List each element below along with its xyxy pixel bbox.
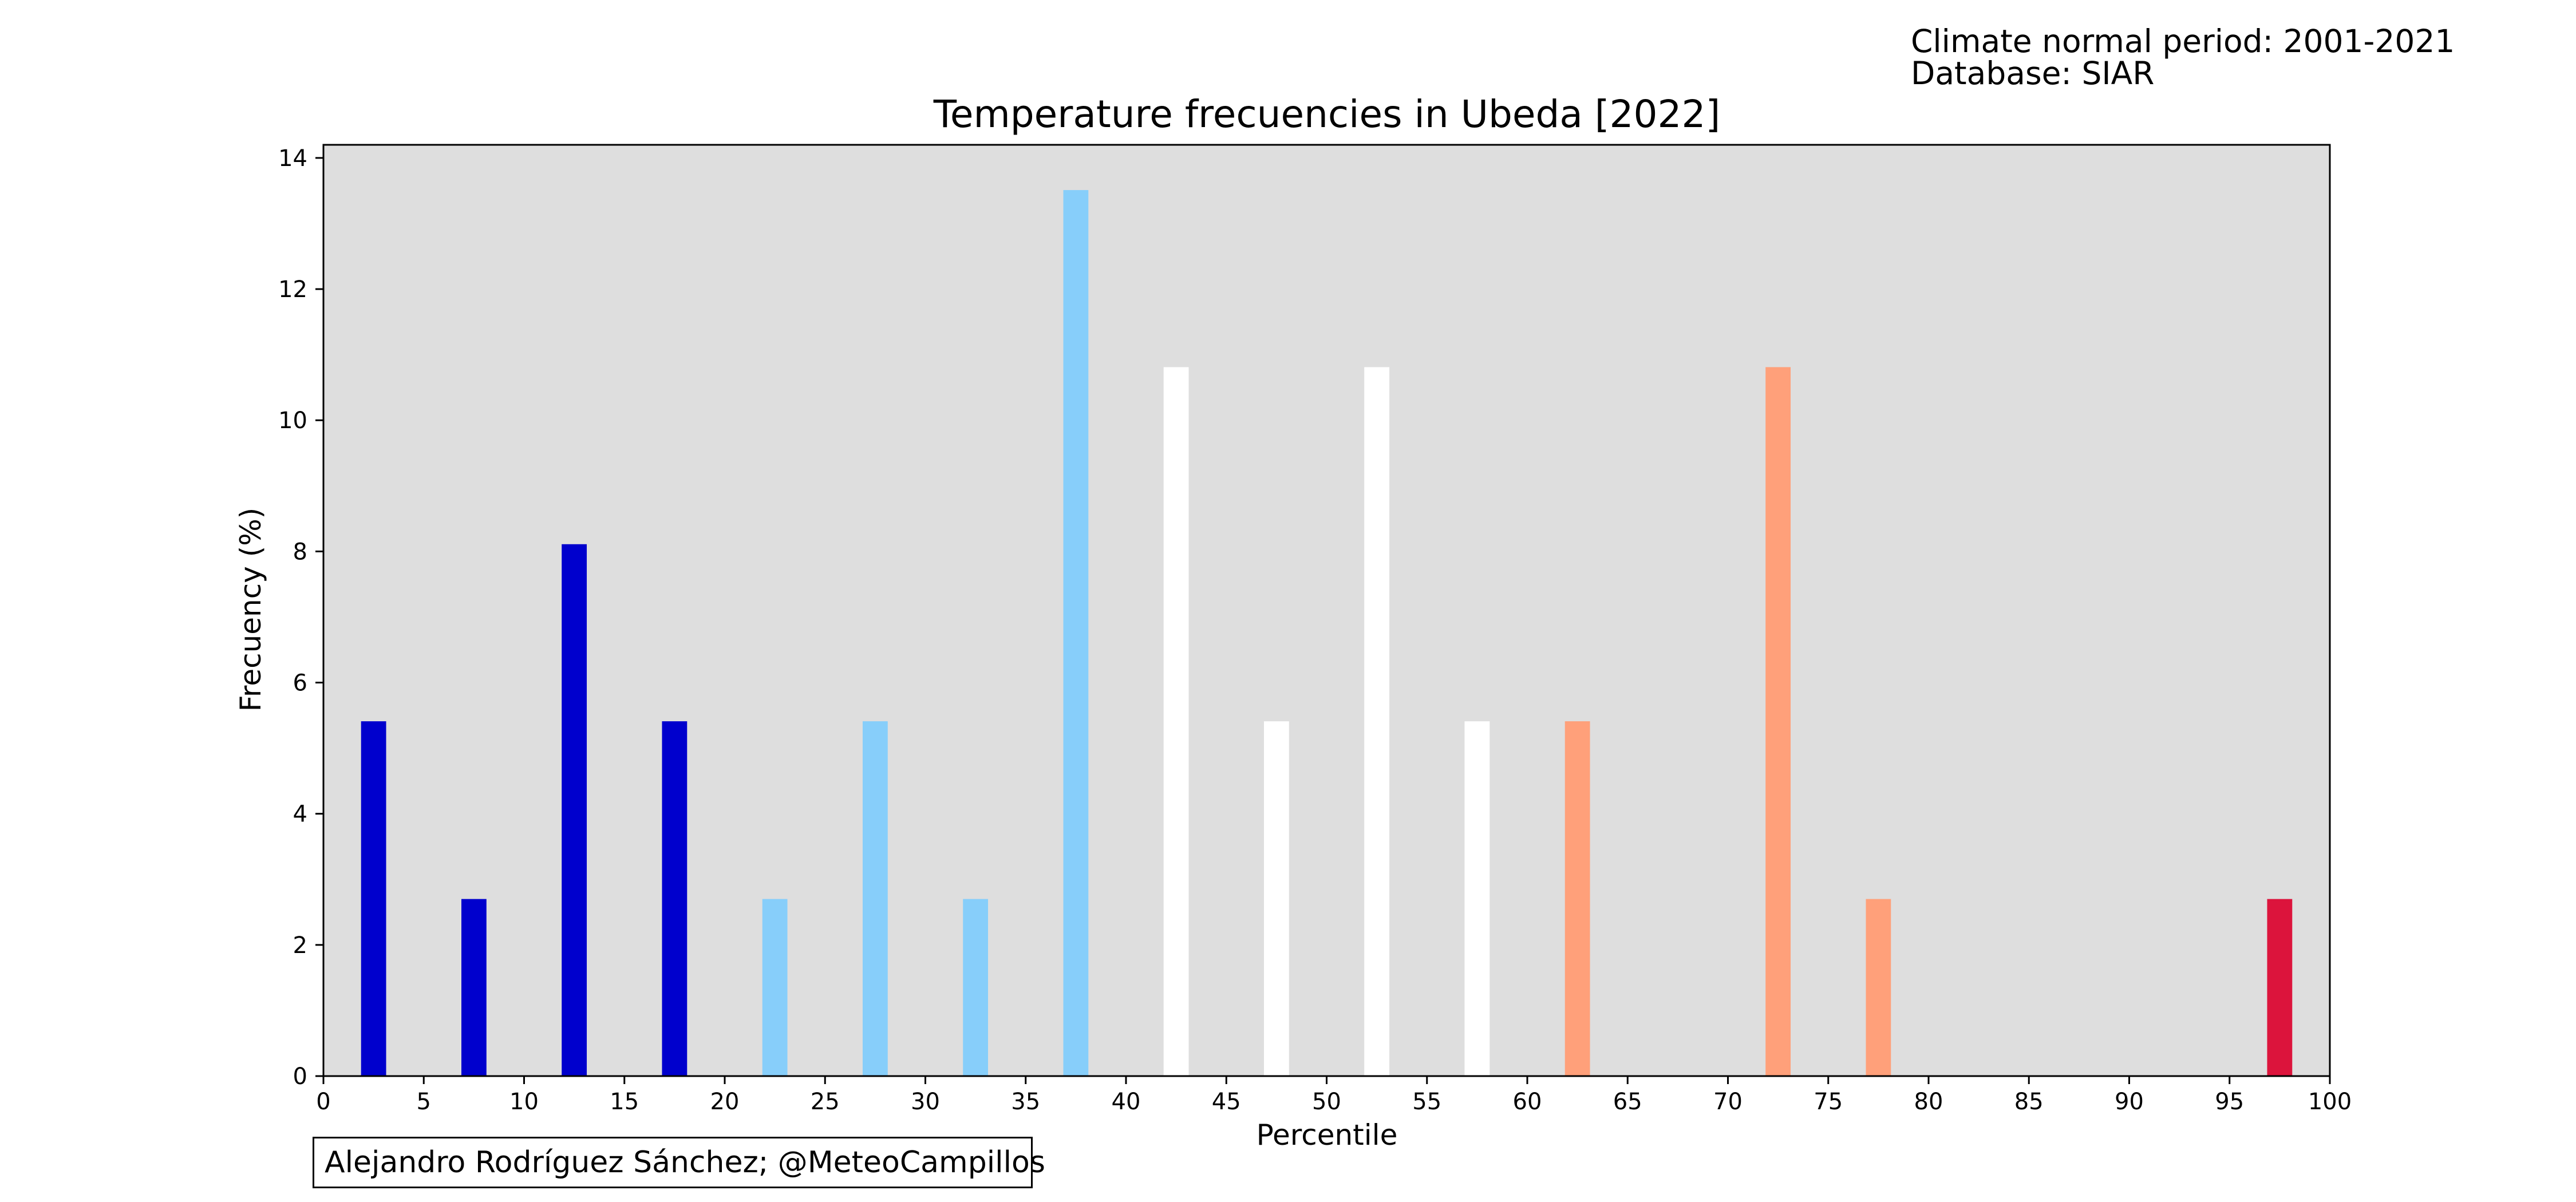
bar-p42.5 bbox=[1163, 367, 1189, 1076]
plot-area bbox=[323, 145, 2330, 1076]
bar-p22.5 bbox=[762, 899, 788, 1076]
x-tick-label: 15 bbox=[610, 1089, 639, 1115]
x-tick-label: 95 bbox=[2215, 1089, 2244, 1115]
y-tick-label: 14 bbox=[278, 145, 307, 172]
database-text: Database: SIAR bbox=[1911, 55, 2155, 92]
bar-p7.5 bbox=[461, 899, 487, 1076]
bar-p17.5 bbox=[662, 721, 688, 1076]
bar-p57.5 bbox=[1464, 721, 1490, 1076]
x-tick-label: 20 bbox=[710, 1089, 740, 1115]
x-tick-label: 75 bbox=[1814, 1089, 1843, 1115]
y-tick-label: 4 bbox=[293, 801, 307, 828]
x-tick-label: 80 bbox=[1914, 1089, 1943, 1115]
x-tick-label: 85 bbox=[2014, 1089, 2044, 1115]
chart-title: Temperature frecuencies in Ubeda [2022] bbox=[933, 92, 1720, 136]
x-tick-label: 5 bbox=[417, 1089, 431, 1115]
author-credit: Alejandro Rodríguez Sánchez; @MeteoCampi… bbox=[313, 1137, 1045, 1188]
y-tick-label: 6 bbox=[293, 670, 307, 697]
bar-p47.5 bbox=[1263, 721, 1289, 1076]
x-tick-label: 30 bbox=[911, 1089, 940, 1115]
x-tick-label: 60 bbox=[1513, 1089, 1542, 1115]
y-tick-label: 12 bbox=[278, 276, 307, 303]
x-tick-label: 10 bbox=[509, 1089, 539, 1115]
x-tick-label: 50 bbox=[1312, 1089, 1341, 1115]
bar-p12.5 bbox=[562, 544, 587, 1076]
y-tick-label: 10 bbox=[278, 408, 307, 434]
bar-p2.5 bbox=[361, 721, 386, 1076]
bar-p77.5 bbox=[1866, 899, 1891, 1076]
bar-p72.5 bbox=[1765, 367, 1791, 1076]
y-tick-label: 0 bbox=[293, 1063, 307, 1090]
x-axis-label: Percentile bbox=[1257, 1118, 1398, 1152]
x-tick-label: 65 bbox=[1613, 1089, 1642, 1115]
x-tick-label: 35 bbox=[1011, 1089, 1040, 1115]
bar-p32.5 bbox=[963, 899, 989, 1076]
x-tick-label: 25 bbox=[811, 1089, 840, 1115]
bar-p52.5 bbox=[1364, 367, 1390, 1076]
y-axis-label: Frecuency (%) bbox=[234, 508, 267, 711]
bar-p37.5 bbox=[1063, 190, 1089, 1076]
bar-p27.5 bbox=[862, 721, 888, 1076]
x-axis: 0 5 10 15 20 25 30 35 40 45 50 55 60 65 70 75 80 85 90 95 10… bbox=[316, 1076, 2352, 1115]
y-axis: 0 2 4 6 8 10 12 14 bbox=[278, 145, 323, 1090]
x-tick-label: 40 bbox=[1112, 1089, 1141, 1115]
climate-period-text: Climate normal period: 2001-2021 bbox=[1911, 23, 2455, 60]
bar-p97.5 bbox=[2267, 899, 2293, 1076]
y-tick-label: 2 bbox=[293, 932, 307, 959]
bars-group bbox=[361, 190, 2293, 1076]
x-tick-label: 90 bbox=[2115, 1089, 2144, 1115]
y-tick-label: 8 bbox=[293, 539, 307, 565]
x-tick-label: 45 bbox=[1212, 1089, 1241, 1115]
x-tick-label: 0 bbox=[316, 1089, 330, 1115]
x-tick-label: 100 bbox=[2308, 1089, 2352, 1115]
bar-p62.5 bbox=[1564, 721, 1590, 1076]
x-tick-label: 70 bbox=[1713, 1089, 1743, 1115]
x-tick-label: 55 bbox=[1412, 1089, 1441, 1115]
